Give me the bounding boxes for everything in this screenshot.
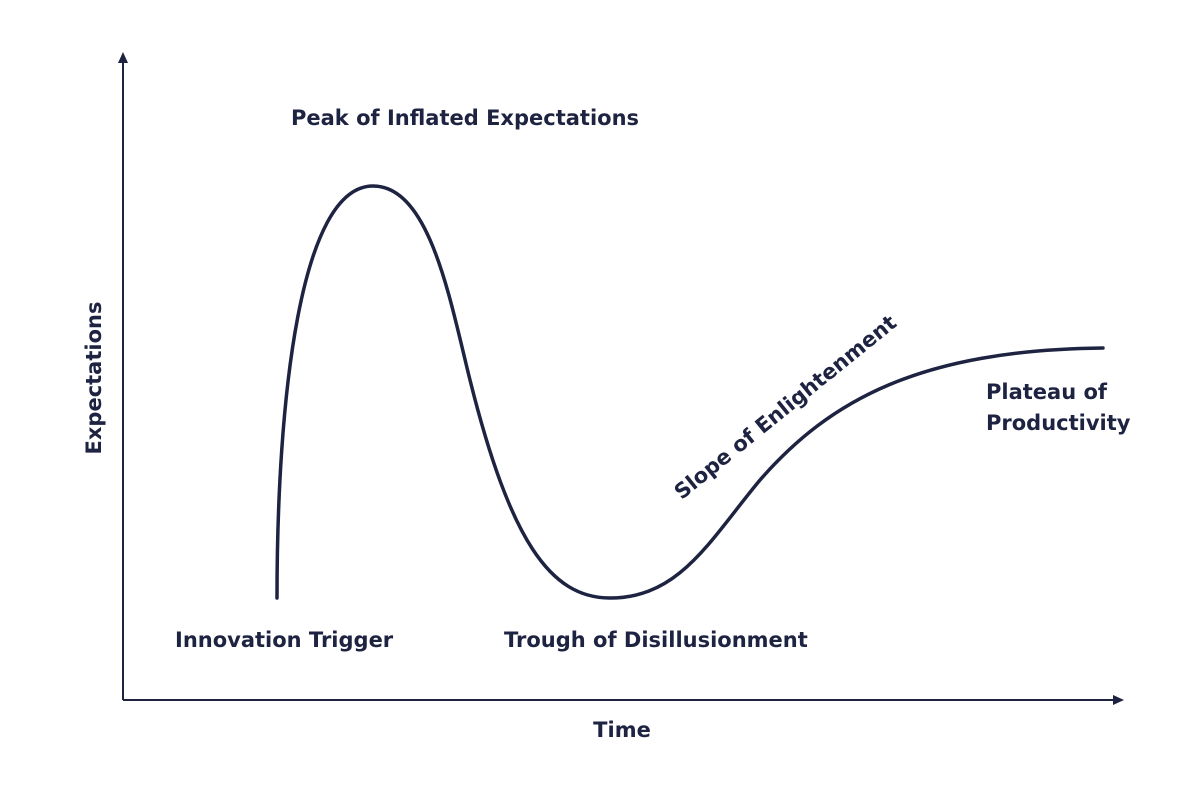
phase-label: Trough of Disillusionment <box>504 628 808 652</box>
x-axis-label: Time <box>593 718 651 742</box>
phase-label: Plateau of <box>986 380 1108 404</box>
phase-label: Peak of Inflated Expectations <box>291 106 639 130</box>
phase-label: Slope of Enlightenment <box>670 310 901 504</box>
y-axis-label: Expectations <box>82 302 106 455</box>
phase-label: Productivity <box>986 411 1131 435</box>
x-axis-arrow <box>1113 695 1124 705</box>
hype-curve <box>275 184 1105 600</box>
y-axis-arrow <box>118 52 128 63</box>
phase-label: Innovation Trigger <box>175 628 394 652</box>
